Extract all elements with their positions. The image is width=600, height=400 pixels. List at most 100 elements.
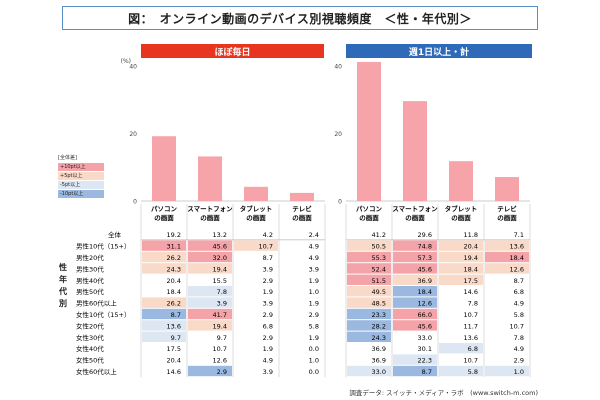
cell-bg-weekly: [439, 240, 483, 251]
cell-weekly-10-1: 30.1: [418, 345, 432, 353]
cell-daily-1-0: 31.1: [167, 243, 181, 251]
cell-daily-10-1: 10.7: [213, 345, 227, 353]
cell-bg-daily: [188, 308, 232, 320]
cell-weekly-2-3: 18.4: [510, 254, 524, 262]
cell-daily-7-0: 8.7: [171, 311, 181, 319]
panel-header-weekly: 週1日以上・計: [346, 44, 532, 58]
cell-bg-daily: [142, 240, 186, 251]
col-header-weekly-2: タブレット: [445, 204, 478, 213]
cell-weekly-11-0: 36.9: [372, 357, 386, 365]
cell-bg-weekly: [393, 365, 437, 377]
cell-daily-2-1: 32.0: [213, 254, 227, 262]
cell-weekly-10-3: 4.9: [514, 345, 524, 353]
cell-daily-5-0: 18.4: [167, 288, 181, 296]
bar-daily-0: [152, 136, 176, 201]
cell-weekly-7-3: 5.8: [514, 311, 524, 319]
cell-daily-12-0: 14.6: [167, 368, 181, 376]
cell-weekly-5-1: 18.4: [418, 288, 432, 296]
cell-daily-11-3: 1.0: [309, 357, 319, 365]
cell-daily-6-2: 3.9: [263, 300, 273, 308]
cell-weekly-0-0: 41.2: [372, 231, 386, 239]
legend-title: [全体差]: [58, 155, 77, 161]
cell-daily-3-3: 3.9: [309, 265, 319, 273]
cell-daily-9-3: 1.9: [309, 334, 319, 342]
legend-item-pos5: +5pt以上: [58, 172, 104, 180]
bar-daily-2: [244, 186, 268, 201]
cell-bg-daily: [188, 320, 232, 331]
cell-bg-daily: [188, 240, 232, 251]
cell-weekly-10-2: 6.8: [468, 345, 478, 353]
cell-weekly-9-2: 13.6: [464, 334, 478, 342]
cell-weekly-5-0: 49.5: [372, 288, 386, 296]
cell-weekly-8-2: 11.7: [464, 322, 478, 330]
cell-weekly-0-3: 7.1: [514, 231, 524, 239]
y-tick-label-weekly: 0: [338, 199, 342, 206]
cell-bg-weekly: [439, 251, 483, 263]
cell-weekly-2-0: 55.3: [372, 254, 386, 262]
cell-weekly-2-1: 57.3: [418, 254, 432, 262]
bar-weekly-2: [449, 161, 473, 201]
cell-weekly-9-0: 24.3: [372, 334, 386, 342]
cell-bg-weekly: [347, 274, 391, 285]
cell-bg-weekly: [439, 263, 483, 274]
cell-weekly-7-1: 66.0: [418, 311, 432, 319]
cell-daily-0-0: 19.2: [167, 231, 181, 239]
cell-daily-4-2: 2.9: [263, 277, 273, 285]
cell-weekly-6-0: 48.5: [372, 300, 386, 308]
cell-daily-1-1: 45.6: [213, 243, 227, 251]
cell-daily-10-0: 17.5: [167, 345, 181, 353]
cell-daily-0-1: 13.2: [213, 231, 227, 239]
cell-weekly-9-3: 7.8: [514, 334, 524, 342]
cell-bg-daily: [234, 240, 278, 251]
row-label-1: 男性10代（15+）: [76, 242, 131, 251]
cell-daily-8-1: 19.4: [213, 322, 227, 330]
cell-bg-daily: [142, 308, 186, 320]
cell-weekly-11-3: 2.9: [514, 357, 524, 365]
cell-daily-2-0: 26.2: [167, 254, 181, 262]
cell-daily-0-2: 4.2: [263, 231, 273, 239]
cell-bg-daily: [142, 263, 186, 274]
bar-weekly-0: [357, 61, 381, 202]
cell-daily-4-3: 1.9: [309, 277, 319, 285]
col-header-daily-2: タブレット: [240, 204, 273, 213]
cell-bg-daily: [142, 331, 186, 342]
page-title: 図： オンライン動画のデバイス別視聴頻度 ＜性・年代別＞: [62, 6, 538, 30]
y-axis-label-daily: (%): [121, 58, 131, 65]
cell-daily-7-2: 2.9: [263, 311, 273, 319]
cell-daily-9-0: 9.7: [171, 334, 181, 342]
cell-daily-2-3: 4.9: [309, 254, 319, 262]
cell-daily-5-2: 1.9: [263, 288, 273, 296]
row-label-5: 男性50代: [76, 287, 104, 296]
cell-daily-6-1: 3.9: [217, 300, 227, 308]
cell-daily-7-1: 41.7: [213, 311, 227, 319]
cell-weekly-1-0: 50.5: [372, 243, 386, 251]
col-header-weekly-1-b: の画面: [405, 214, 425, 222]
cell-weekly-7-2: 10.7: [464, 311, 478, 319]
cell-weekly-1-3: 13.6: [510, 243, 524, 251]
side-label: 性年代別: [59, 263, 67, 308]
y-tick-label-weekly: 20: [334, 131, 342, 138]
row-label-3: 男性30代: [76, 264, 104, 273]
cell-weekly-10-0: 36.9: [372, 345, 386, 353]
cell-daily-2-2: 8.7: [263, 254, 273, 262]
cell-daily-6-3: 1.9: [309, 300, 319, 308]
cell-daily-1-2: 10.7: [259, 243, 273, 251]
row-label-10: 女性40代: [76, 344, 104, 353]
cell-weekly-2-2: 19.4: [464, 254, 478, 262]
cell-daily-5-3: 1.0: [309, 288, 319, 296]
cell-bg-daily: [142, 251, 186, 263]
cell-daily-12-3: 0.0: [309, 368, 319, 376]
cell-bg-weekly: [393, 263, 437, 274]
cell-daily-7-3: 2.9: [309, 311, 319, 319]
cell-bg-weekly: [439, 343, 483, 354]
legend-item-neg5: -5pt以上: [58, 181, 104, 189]
cell-bg-weekly: [393, 297, 437, 308]
cell-daily-11-1: 12.6: [213, 357, 227, 365]
cell-weekly-4-1: 36.9: [418, 277, 432, 285]
col-header-weekly-2-b: の画面: [451, 214, 471, 222]
cell-weekly-0-1: 29.6: [418, 231, 432, 239]
bar-daily-1: [198, 156, 222, 201]
cell-bg-daily: [188, 263, 232, 274]
y-tick-label-daily: 20: [129, 131, 137, 138]
legend-item-pos10: +10pt以上: [58, 163, 104, 171]
